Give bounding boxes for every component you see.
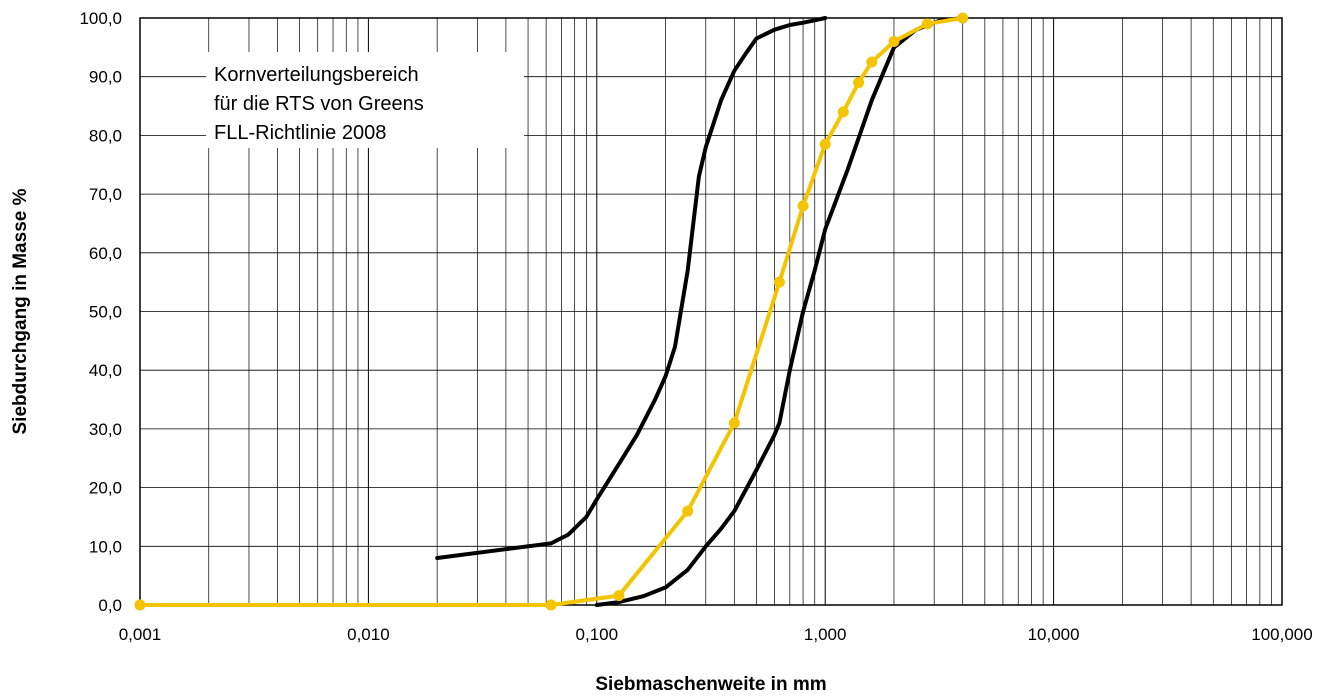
x-tick-label: 0,010 — [347, 625, 390, 644]
x-tick-label: 10,000 — [1028, 625, 1080, 644]
x-tick-label: 1,000 — [804, 625, 847, 644]
series-point-sample — [134, 599, 146, 611]
series-point-sample — [866, 56, 878, 68]
y-tick-labels: 0,0 10,0 20,0 30,0 40,0 50,0 60,0 70,0 80,0 90,0 1… — [79, 9, 122, 615]
series-point-sample — [682, 505, 694, 517]
x-tick-label: 100,000 — [1251, 625, 1312, 644]
y-tick-label: 20,0 — [89, 479, 122, 498]
series-point-sample — [837, 106, 849, 118]
series-point-sample — [819, 138, 831, 150]
series-point-sample — [545, 599, 557, 611]
series-line-upper — [435, 16, 828, 560]
x-tick-labels: 0,001 0,010 0,100 1,000 10,000 100,000 — [119, 625, 1313, 644]
y-tick-label: 70,0 — [89, 185, 122, 204]
series-point-sample — [888, 35, 900, 47]
annotation-background — [206, 52, 524, 148]
plot-area — [139, 17, 1283, 606]
series-point-sample — [773, 276, 785, 288]
y-tick-label: 40,0 — [89, 361, 122, 380]
y-tick-label: 80,0 — [89, 126, 122, 145]
y-tick-label: 30,0 — [89, 420, 122, 439]
x-axis-title: Siebmaschenweite in mm — [595, 674, 826, 695]
y-tick-label: 100,0 — [79, 9, 122, 28]
series-group — [134, 12, 969, 611]
annotation-line-3: FLL-Richtlinie 2008 — [214, 122, 386, 144]
annotation-line-1: Kornverteilungsbereich — [214, 64, 419, 86]
annotation-line-2: für die RTS von Greens — [214, 93, 424, 115]
series-line-lower — [594, 16, 965, 607]
y-tick-label: 60,0 — [89, 244, 122, 263]
y-tick-label: 50,0 — [89, 303, 122, 322]
series-point-sample — [613, 590, 625, 602]
y-tick-label: 90,0 — [89, 68, 122, 87]
y-tick-label: 10,0 — [89, 537, 122, 556]
series-point-sample — [853, 77, 865, 89]
series-point-sample — [797, 200, 809, 212]
annotation-box: Kornverteilungsbereich für die RTS von G… — [206, 52, 524, 148]
series-point-sample — [957, 12, 969, 24]
series-point-sample — [921, 18, 933, 30]
y-tick-label: 0,0 — [98, 596, 122, 615]
x-tick-label: 0,100 — [576, 625, 619, 644]
series-point-sample — [728, 417, 740, 429]
y-axis-title: Siebdurchgang in Masse % — [10, 188, 31, 434]
x-tick-label: 0,001 — [119, 625, 162, 644]
